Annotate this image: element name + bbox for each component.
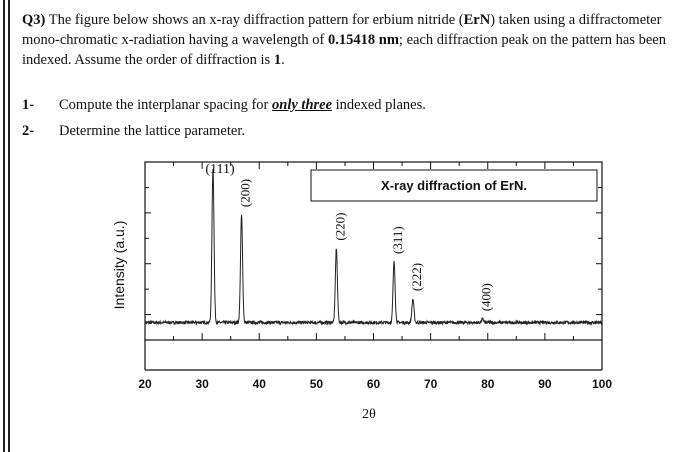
x-tick-label: 60 bbox=[367, 377, 381, 391]
x-tick-label: 90 bbox=[538, 377, 552, 391]
task-text-before: Determine the lattice parameter. bbox=[59, 123, 245, 139]
diffraction-order: 1 bbox=[273, 52, 282, 68]
task-text: Determine the lattice parameter. bbox=[59, 121, 245, 141]
task-number: 1- bbox=[22, 97, 35, 113]
question-paragraph: Q3) The figure below shows an x-ray diff… bbox=[22, 10, 694, 70]
peak-label: (200) bbox=[237, 179, 252, 207]
x-tick-label: 40 bbox=[253, 377, 267, 391]
axes-layer: 20 30 40 50 60 70 80 90 100 bbox=[138, 161, 612, 391]
task-emphasis: only three bbox=[272, 97, 333, 113]
question-text-2: ) taken using a diffractometer mono-chro… bbox=[22, 12, 662, 48]
x-tick-label: 80 bbox=[481, 377, 495, 391]
diffraction-pattern-line bbox=[144, 168, 603, 326]
x-axis-label: 2θ bbox=[362, 407, 376, 422]
x-tick-label: 30 bbox=[195, 377, 209, 391]
x-tick-label: 100 bbox=[592, 377, 612, 391]
y-axis-label: Intensity (a.u.) bbox=[111, 221, 127, 310]
x-tick-label: 50 bbox=[310, 377, 324, 391]
task-number: 2- bbox=[22, 123, 35, 139]
peak-label: (111) bbox=[205, 162, 235, 177]
xrd-chart: Intensity (a.u.) 2θ 20 30 40 50 60 70 80 90 100 … bbox=[100, 155, 640, 445]
peak-label: (220) bbox=[332, 213, 347, 241]
question-text-4: . bbox=[281, 52, 285, 68]
peak-label-layer: (111)(200) (220) (311) (222) (400) bbox=[205, 162, 493, 311]
compound-formula: ErN bbox=[463, 12, 491, 28]
peak-label: (400) bbox=[479, 283, 494, 311]
xrd-chart-svg: Intensity (a.u.) 2θ 20 30 40 50 60 70 80 90 100 … bbox=[111, 161, 612, 422]
peak-label: (222) bbox=[409, 263, 424, 291]
page-left-border bbox=[0, 0, 12, 452]
wavelength-value: 0.15418 nm bbox=[328, 32, 399, 48]
task-text: Compute the interplanar spacing for only… bbox=[59, 95, 426, 115]
chart-legend: X-ray diffraction of ErN. bbox=[310, 169, 598, 202]
legend-box bbox=[310, 169, 598, 202]
peak-label: (311) bbox=[390, 226, 405, 254]
pattern-layer bbox=[144, 168, 603, 326]
task-text-before: Compute the interplanar spacing for bbox=[59, 97, 273, 113]
chart-title: X-ray diffraction of ErN. bbox=[381, 178, 527, 193]
question-text-3: ; each diffraction peak on the pattern h… bbox=[22, 32, 666, 68]
task-text-after: indexed planes. bbox=[332, 97, 426, 113]
x-tick-label: 70 bbox=[424, 377, 438, 391]
x-tick-label: 20 bbox=[138, 377, 152, 391]
question-number: Q3) bbox=[22, 12, 46, 28]
question-text-1: The figure below shows an x-ray diffract… bbox=[45, 12, 464, 28]
